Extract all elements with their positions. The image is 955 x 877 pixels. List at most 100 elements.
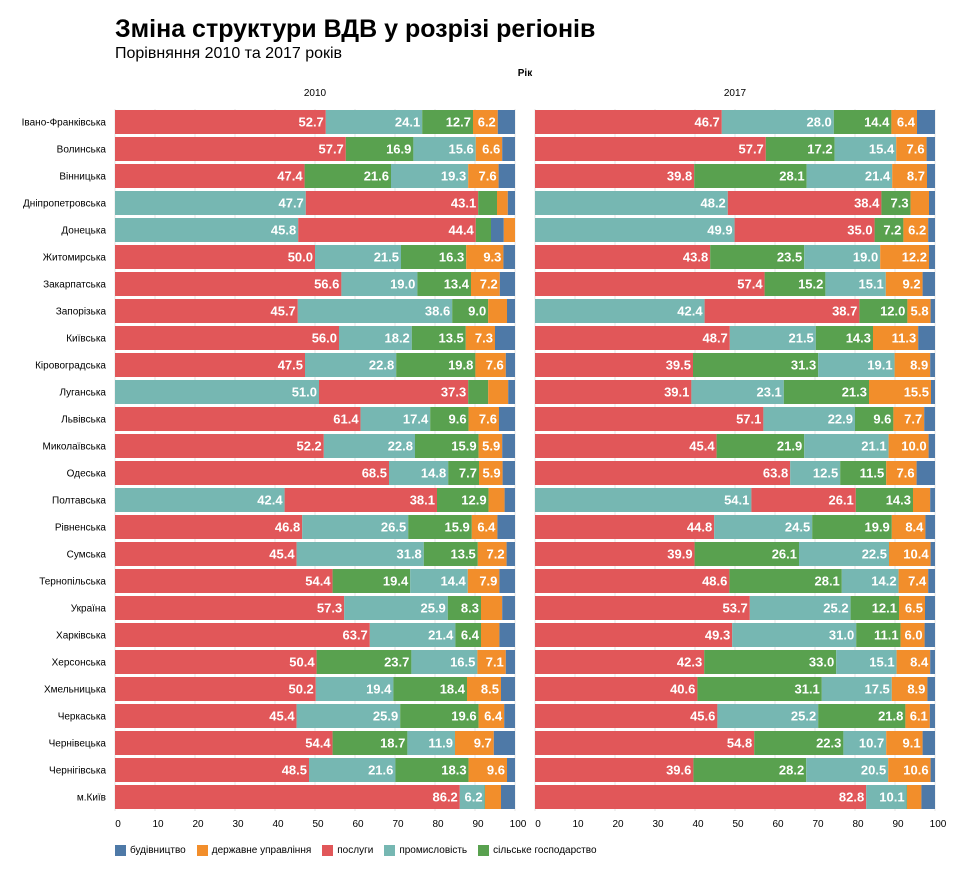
bar-segment-будівництво — [493, 731, 515, 755]
data-label: 39.9 — [667, 547, 692, 562]
data-label: 14.4 — [440, 574, 466, 589]
data-label: 46.8 — [275, 520, 300, 535]
bar-segment-промисловість — [309, 758, 396, 782]
bar-segment-послуги — [298, 218, 476, 242]
data-label: 52.7 — [298, 115, 323, 130]
bar-segment-послуги — [115, 785, 460, 809]
bar-segment-сільське-господарство — [840, 461, 887, 485]
bar-segment-промисловість — [296, 704, 401, 728]
data-label: 25.9 — [420, 601, 445, 616]
data-label: 7.6 — [479, 412, 497, 427]
bar-segment-будівництво — [504, 704, 515, 728]
data-label: 28.1 — [779, 169, 804, 184]
data-label: 21.5 — [374, 250, 399, 265]
bar-segment-послуги — [535, 461, 791, 485]
x-tick-label: 50 — [312, 819, 324, 830]
data-label: 10.0 — [901, 439, 926, 454]
x-tick-label: 40 — [692, 819, 704, 830]
bar-segment-будівництво — [501, 785, 515, 809]
data-label: 31.8 — [396, 547, 421, 562]
bar-segment-будівництво — [930, 542, 935, 566]
data-label: 39.5 — [666, 358, 691, 373]
data-label: 10.6 — [903, 763, 928, 778]
x-tick-label: 100 — [930, 819, 947, 830]
legend-label: промисловість — [399, 845, 468, 856]
chart-legend: будівництво державне управління послуги про… — [115, 845, 608, 856]
x-tick-label: 30 — [232, 819, 244, 830]
y-category-label: Чернівецька — [49, 739, 107, 750]
legend-swatch — [322, 845, 334, 856]
bar-segment-промисловість — [790, 461, 841, 485]
bar-segment-державне-управління — [475, 137, 503, 161]
bar-segment-будівництво — [927, 164, 935, 188]
data-label: 52.2 — [296, 439, 321, 454]
data-label: 48.5 — [282, 763, 307, 778]
data-label: 15.1 — [858, 277, 883, 292]
bar-segment-сільське-господарство — [415, 434, 479, 458]
bar-segment-промисловість — [341, 272, 418, 296]
bar-segment-сільське-господарство — [417, 272, 471, 296]
data-label: 14.3 — [846, 331, 871, 346]
bar-segment-державне-управління — [913, 488, 931, 512]
data-label: 47.4 — [277, 169, 303, 184]
data-label: 54.4 — [305, 736, 331, 751]
data-label: 50.4 — [289, 655, 315, 670]
data-label: 8.3 — [461, 601, 479, 616]
bar-segment-промисловість — [763, 407, 855, 431]
bar-segment-державне-управління — [903, 218, 929, 242]
bar-segment-промисловість — [804, 245, 881, 269]
bar-segment-державне-управління — [898, 569, 929, 593]
bar-segment-промисловість — [339, 326, 412, 350]
bar-segment-сільське-господарство — [423, 542, 478, 566]
data-label: 19.0 — [853, 250, 878, 265]
data-label: 9.2 — [903, 277, 921, 292]
bar-segment-послуги — [535, 731, 755, 755]
bar-segment-сільське-господарство — [411, 326, 466, 350]
data-label: 7.9 — [479, 574, 497, 589]
data-label: 31.3 — [791, 358, 816, 373]
facet-label-2017: 2017 — [724, 88, 747, 99]
bar-segment-державне-управління — [907, 299, 931, 323]
data-label: 11.9 — [428, 736, 453, 751]
bar-segment-державне-управління — [891, 515, 926, 539]
bar-segment-послуги — [115, 272, 342, 296]
bar-segment-сільське-господарство — [452, 299, 489, 323]
bar-segment-послуги — [115, 137, 346, 161]
data-label: 61.4 — [333, 412, 359, 427]
data-label: 23.1 — [756, 385, 781, 400]
bar-segment-сільське-господарство — [710, 245, 805, 269]
y-category-label: Харківська — [56, 631, 106, 642]
bar-segment-промисловість — [825, 272, 886, 296]
data-label: 5.8 — [911, 304, 929, 319]
bar-segment-сільське-господарство — [448, 461, 479, 485]
bar-segment-сільське-господарство — [812, 515, 892, 539]
data-label: 33.0 — [809, 655, 834, 670]
bar-segment-будівництво — [498, 164, 515, 188]
data-label: 20.5 — [861, 763, 886, 778]
bar-segment-промисловість — [836, 650, 897, 674]
data-label: 17.4 — [403, 412, 429, 427]
data-label: 44.4 — [448, 223, 474, 238]
y-category-label: Кіровоградська — [35, 361, 106, 372]
y-category-label: Полтавська — [52, 496, 106, 507]
bar-segment-державне-управління — [468, 407, 499, 431]
bar-segment-будівництво — [502, 461, 515, 485]
bar-segment-сільське-господарство — [400, 704, 479, 728]
bar-segment-промисловість — [360, 407, 431, 431]
data-label: 49.9 — [707, 223, 732, 238]
x-tick-label: 0 — [535, 819, 541, 830]
data-label: 14.3 — [886, 493, 911, 508]
bar-segment-державне-управління — [478, 434, 503, 458]
data-label: 13.4 — [444, 277, 470, 292]
data-label: 19.8 — [448, 358, 473, 373]
bar-segment-сільське-господарство — [881, 191, 911, 215]
y-category-label: Запорізька — [56, 307, 107, 318]
bar-segment-будівництво — [928, 218, 935, 242]
bar-segment-сільське-господарство — [765, 137, 835, 161]
bar-segment-промисловість — [535, 488, 752, 512]
y-category-label: Хмельницька — [44, 685, 106, 696]
bar-segment-будівництво — [505, 650, 515, 674]
bar-segment-будівництво — [931, 380, 935, 404]
y-category-label: Рівненська — [55, 523, 107, 534]
legend-item-послуги: послуги — [322, 845, 373, 856]
